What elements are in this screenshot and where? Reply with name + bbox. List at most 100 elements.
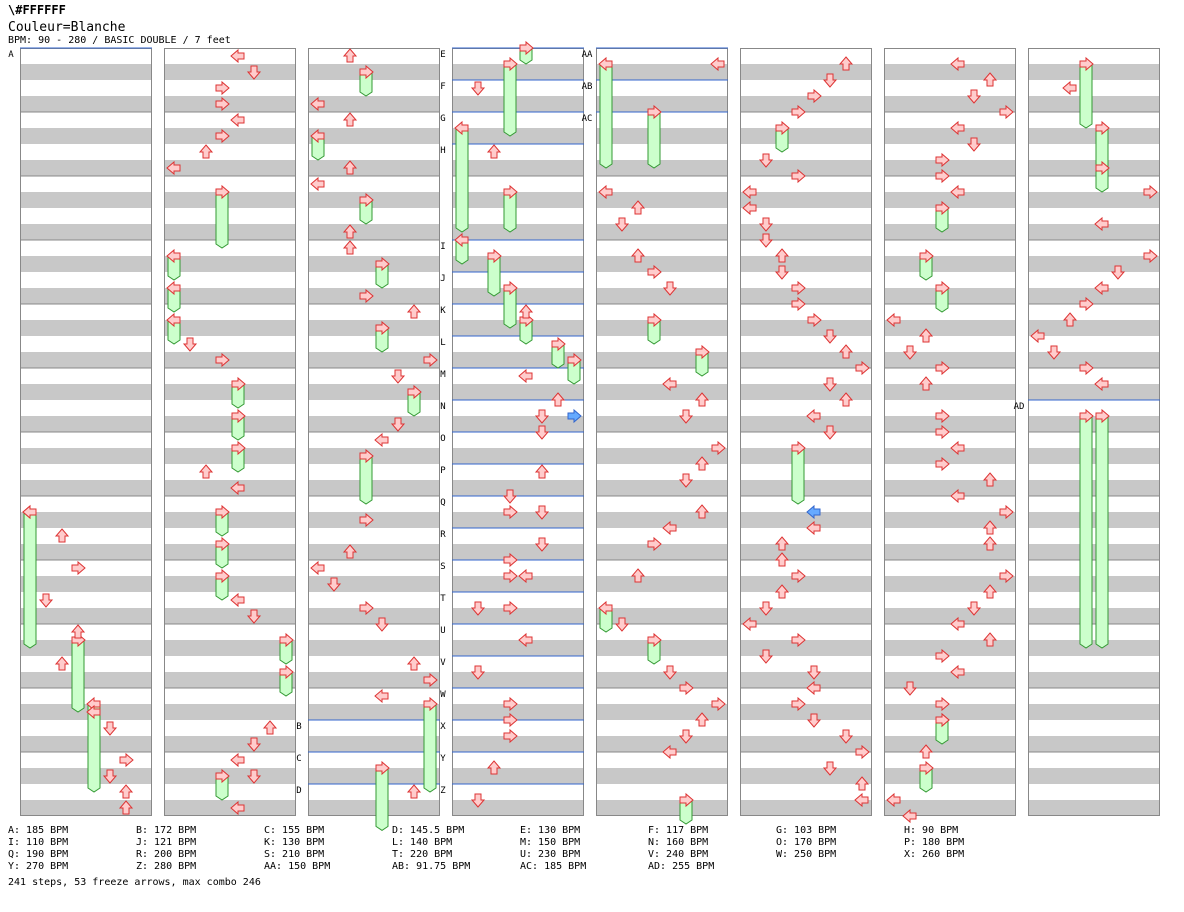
stripe — [596, 64, 728, 80]
stripe — [740, 608, 872, 624]
chart-info: BPM: 90 - 280 / BASIC DOUBLE / 7 feet — [8, 35, 231, 46]
step-arrow — [630, 568, 646, 583]
freeze-head — [551, 336, 566, 352]
stripe — [1028, 288, 1160, 304]
speed-marker-label: A — [8, 50, 14, 60]
step-arrow — [38, 593, 54, 608]
speed-marker-label: H — [440, 146, 445, 156]
bpm-entry: C: 155 BPM — [264, 825, 325, 836]
stripe — [308, 512, 440, 528]
step-arrow — [503, 712, 518, 728]
bpm-entry: L: 140 BPM — [392, 837, 453, 848]
step-arrow — [838, 344, 854, 359]
stripe — [884, 704, 1016, 720]
step-arrow — [710, 56, 725, 72]
step-arrow — [854, 792, 869, 808]
stripe — [740, 320, 872, 336]
step-arrow — [1046, 345, 1062, 360]
stripe — [884, 448, 1016, 464]
step-arrow — [342, 544, 358, 559]
stripe — [164, 256, 296, 272]
stripe — [308, 800, 440, 816]
bpm-entry: R: 200 BPM — [136, 849, 197, 860]
step-arrow — [503, 728, 518, 744]
freeze-head — [454, 120, 469, 136]
stripe — [884, 736, 1016, 752]
stripe — [452, 672, 584, 688]
step-arrow — [935, 152, 950, 168]
step-arrow — [950, 184, 965, 200]
step-arrow — [694, 712, 710, 727]
stripe — [164, 480, 296, 496]
step-arrow — [342, 48, 358, 63]
step-arrow — [534, 464, 550, 479]
step-arrow — [950, 488, 965, 504]
stripe — [164, 768, 296, 784]
freeze-arrow — [455, 127, 469, 233]
step-arrow — [806, 665, 822, 680]
freeze-arrow — [1095, 127, 1109, 193]
stripe — [20, 480, 152, 496]
step-arrow — [359, 600, 374, 616]
step-arrow — [518, 368, 533, 384]
step-arrow — [711, 440, 726, 456]
bpm-entry: P: 180 BPM — [904, 837, 965, 848]
bpm-entry: X: 260 BPM — [904, 849, 965, 860]
stripe — [740, 704, 872, 720]
stripe — [596, 384, 728, 400]
step-arrow — [342, 240, 358, 255]
step-arrow — [806, 713, 822, 728]
freeze-head — [919, 248, 934, 264]
step-arrow — [662, 665, 678, 680]
freeze-head — [166, 312, 181, 328]
step-arrow — [807, 312, 822, 328]
step-arrow — [230, 592, 245, 608]
stripe — [308, 576, 440, 592]
step-arrow — [423, 352, 438, 368]
step-arrow — [774, 265, 790, 280]
freeze-head — [679, 792, 694, 808]
stripe — [884, 64, 1016, 80]
step-arrow — [855, 360, 870, 376]
bpm-entry: Q: 190 BPM — [8, 849, 69, 860]
freeze-head — [919, 760, 934, 776]
step-arrow — [423, 672, 438, 688]
step-arrow — [902, 681, 918, 696]
freeze-head — [215, 536, 230, 552]
freeze-head — [519, 40, 534, 56]
freeze-head — [775, 120, 790, 136]
step-arrow — [1094, 376, 1109, 392]
stripe — [20, 704, 152, 720]
stripe — [596, 256, 728, 272]
step-arrow — [246, 609, 262, 624]
step-arrow — [902, 345, 918, 360]
stripe — [596, 672, 728, 688]
bpm-entry: W: 250 BPM — [776, 849, 837, 860]
speed-marker-label: C — [296, 754, 301, 764]
stripe — [452, 576, 584, 592]
freeze-head — [231, 440, 246, 456]
step-arrow — [102, 769, 118, 784]
bpm-entry: A: 185 BPM — [8, 825, 69, 836]
stripe — [20, 672, 152, 688]
step-arrow — [614, 617, 630, 632]
stripe — [164, 288, 296, 304]
step-arrow — [966, 89, 982, 104]
stripe — [740, 192, 872, 208]
freeze-head — [1095, 120, 1110, 136]
step-arrow — [310, 96, 325, 112]
freeze-head — [215, 504, 230, 520]
stripe — [20, 608, 152, 624]
stripe — [884, 96, 1016, 112]
step-arrow — [854, 776, 870, 791]
bpm-entry: T: 220 BPM — [392, 849, 453, 860]
stripe — [1028, 576, 1160, 592]
step-arrow — [806, 408, 821, 424]
step-arrow — [1094, 280, 1109, 296]
freeze-head — [359, 448, 374, 464]
stripe — [452, 288, 584, 304]
speed-marker-label: AD — [1014, 402, 1025, 412]
stripe — [884, 640, 1016, 656]
speed-marker-label: AC — [582, 114, 593, 124]
stripe — [20, 800, 152, 816]
